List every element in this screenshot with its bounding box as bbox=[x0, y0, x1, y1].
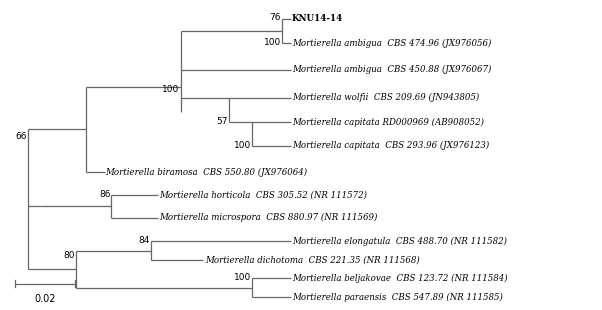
Text: Mortierella beljakovae  CBS 123.72 (NR 111584): Mortierella beljakovae CBS 123.72 (NR 11… bbox=[292, 274, 507, 283]
Text: 0.02: 0.02 bbox=[34, 294, 56, 303]
Text: Mortierella paraensis  CBS 547.89 (NR 111585): Mortierella paraensis CBS 547.89 (NR 111… bbox=[292, 292, 503, 302]
Text: 66: 66 bbox=[16, 132, 27, 141]
Text: 100: 100 bbox=[234, 273, 252, 282]
Text: Mortierella capitata RD000969 (AB908052): Mortierella capitata RD000969 (AB908052) bbox=[292, 118, 484, 127]
Text: Mortierella ambigua  CBS 474.96 (JX976056): Mortierella ambigua CBS 474.96 (JX976056… bbox=[292, 39, 491, 48]
Text: Mortierella elongatula  CBS 488.70 (NR 111582): Mortierella elongatula CBS 488.70 (NR 11… bbox=[292, 237, 507, 246]
Text: Mortierella wolfii  CBS 209.69 (JN943805): Mortierella wolfii CBS 209.69 (JN943805) bbox=[292, 93, 479, 102]
Text: 86: 86 bbox=[100, 189, 111, 199]
Text: 100: 100 bbox=[234, 140, 252, 150]
Text: 100: 100 bbox=[264, 38, 281, 47]
Text: Mortierella ambigua  CBS 450.88 (JX976067): Mortierella ambigua CBS 450.88 (JX976067… bbox=[292, 65, 491, 74]
Text: KNU14-14: KNU14-14 bbox=[292, 14, 343, 23]
Text: 76: 76 bbox=[270, 13, 281, 23]
Text: 84: 84 bbox=[138, 236, 149, 245]
Text: 57: 57 bbox=[216, 117, 228, 126]
Text: Mortierella horticola  CBS 305.52 (NR 111572): Mortierella horticola CBS 305.52 (NR 111… bbox=[160, 190, 368, 199]
Text: 80: 80 bbox=[64, 251, 75, 260]
Text: Mortierella dichotoma  CBS 221.35 (NR 111568): Mortierella dichotoma CBS 221.35 (NR 111… bbox=[205, 256, 420, 265]
Text: Mortierella microspora  CBS 880.97 (NR 111569): Mortierella microspora CBS 880.97 (NR 11… bbox=[160, 213, 378, 222]
Text: 100: 100 bbox=[162, 85, 179, 94]
Text: Mortierella capitata  CBS 293.96 (JX976123): Mortierella capitata CBS 293.96 (JX97612… bbox=[292, 141, 489, 150]
Text: Mortierella biramosa  CBS 550.80 (JX976064): Mortierella biramosa CBS 550.80 (JX97606… bbox=[105, 167, 308, 177]
